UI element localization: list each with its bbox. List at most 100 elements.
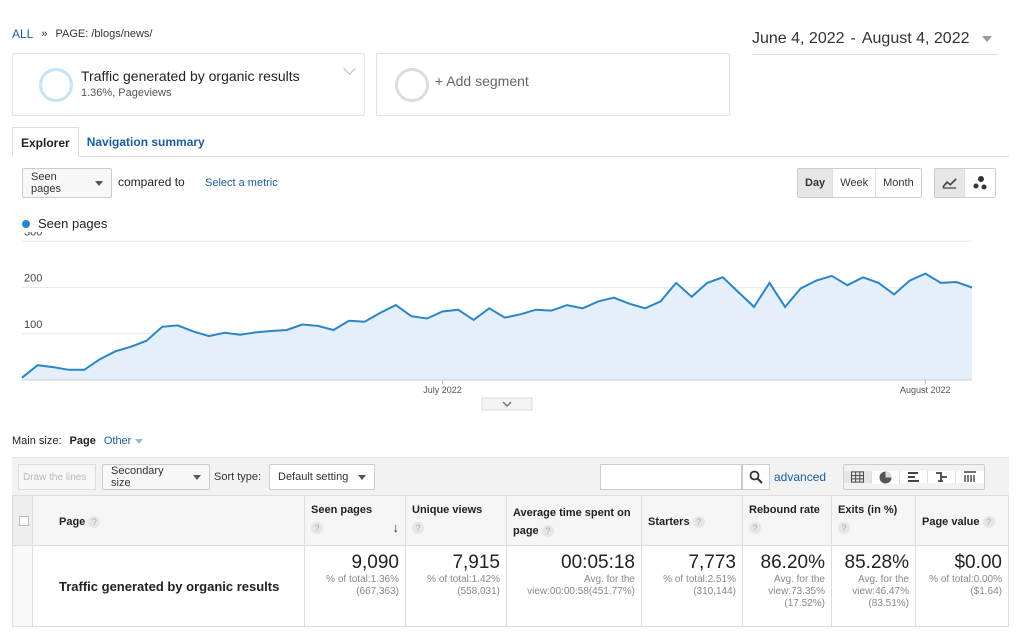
column-header-page-label: Page <box>59 516 86 528</box>
pivot-icon[interactable] <box>956 471 984 483</box>
chevron-down-icon <box>95 180 103 186</box>
cell-exits: 85.28% Avg. for the view:46.47% (83.51%) <box>832 546 916 626</box>
compared-to-label: compared to <box>118 175 185 189</box>
cell-exits-value: 85.28% <box>844 552 909 573</box>
cell-seen-pages: 9,090 % of total:1.36% (667,363) <box>305 546 406 626</box>
column-header-page-value[interactable]: Page value ? <box>916 496 1008 546</box>
secondary-size-label: Secondary size <box>111 465 164 489</box>
table-grid-icon[interactable] <box>844 471 872 483</box>
cell-page-value-total: % of total:0.00% <box>929 574 1002 585</box>
column-header-exits-label: Exits (in %) <box>838 504 898 516</box>
legend-label: Seen pages <box>38 216 108 231</box>
add-segment-button[interactable]: + Add segment <box>376 53 730 116</box>
x-tick-label: July 2022 <box>423 385 462 395</box>
search-icon[interactable] <box>742 464 770 490</box>
column-header-avg-time[interactable]: Average time spent on page ? <box>507 496 642 546</box>
pie-chart-icon[interactable] <box>872 470 900 484</box>
cell-avg-time-value: 00:05:18 <box>561 552 635 573</box>
date-dash: - <box>850 30 856 47</box>
sort-type-value: Default setting <box>278 471 349 483</box>
seen-pages-chart: 100 200 300 July 2022 August 2022 <box>21 232 973 411</box>
view-tabs: Explorer Navigation summary <box>12 127 1009 157</box>
cell-rebound-value: 86.20% <box>760 552 825 573</box>
chart-legend: Seen pages <box>22 216 107 231</box>
cell-seen-total-count: (667,363) <box>356 586 399 597</box>
chart-resize-handle[interactable] <box>481 397 533 411</box>
cell-unique-total-count: (558,031) <box>457 586 500 597</box>
select-all-checkbox-column <box>13 496 33 546</box>
cell-page-value-total-count: ($1.64) <box>970 586 1002 597</box>
cell-unique-views: 7,915 % of total:1.42% (558,031) <box>406 546 507 626</box>
metric-select-value: Seen pages <box>31 171 61 195</box>
column-header-seen-pages[interactable]: Seen pages ↓ ? <box>305 496 406 546</box>
segment-title: Traffic generated by organic results <box>81 68 300 84</box>
motion-chart-icon[interactable] <box>965 169 995 197</box>
x-tick-label: August 2022 <box>900 385 951 395</box>
tab-explorer[interactable]: Explorer <box>12 127 79 157</box>
segment-card-organic[interactable]: Traffic generated by organic results 1.3… <box>12 53 365 116</box>
help-icon[interactable]: ? <box>982 516 995 528</box>
cell-unique-value: 7,915 <box>452 552 500 573</box>
date-start: June 4, 2022 <box>752 30 845 47</box>
chevron-down-icon <box>193 474 201 480</box>
chevron-down-icon <box>981 36 992 42</box>
help-icon[interactable]: ? <box>749 522 761 534</box>
granularity-week-button[interactable]: Week <box>833 169 877 197</box>
tab-navigation-summary[interactable]: Navigation summary <box>86 135 205 149</box>
cell-exits-label: Avg. for the <box>858 574 909 585</box>
help-icon[interactable]: ? <box>541 525 554 537</box>
main-size-other[interactable]: Other <box>103 435 132 447</box>
granularity-month-button[interactable]: Month <box>876 169 921 197</box>
sort-type-select[interactable]: Default setting <box>269 464 375 490</box>
breadcrumb-separator: » <box>41 28 48 40</box>
breadcrumb-all-link[interactable]: ALL <box>12 27 34 41</box>
granularity-buttons: Day Week Month <box>797 168 922 198</box>
sort-type-label: Sort type: <box>214 471 262 483</box>
cell-starters-total-count: (310,144) <box>693 586 736 597</box>
column-header-starters[interactable]: Starters ? <box>642 496 743 546</box>
chart-area <box>22 273 972 380</box>
column-header-starters-label: Starters <box>648 516 690 528</box>
cell-seen-value: 9,090 <box>351 552 399 573</box>
column-header-unique-views[interactable]: Unique views ? <box>406 496 507 546</box>
column-header-page[interactable]: Page ? <box>33 496 305 546</box>
select-metric-link[interactable]: Select a metric <box>205 177 278 189</box>
cell-rebound-view: view:73.35% <box>768 586 825 597</box>
help-icon[interactable]: ? <box>692 516 705 528</box>
chevron-down-icon[interactable] <box>343 62 356 75</box>
main-size-value[interactable]: Page <box>69 435 96 447</box>
secondary-size-select[interactable]: Secondary size <box>102 464 210 490</box>
column-header-exits[interactable]: Exits (in %) ? <box>832 496 916 546</box>
line-chart-icon[interactable] <box>935 169 965 197</box>
segment-subtitle: 1.36%, Pageviews <box>81 87 172 99</box>
cell-starters-value: 7,773 <box>688 552 736 573</box>
cell-seen-total: % of total:1.36% <box>326 574 399 585</box>
cell-exits-view: view:46.47% <box>852 586 909 597</box>
breadcrumb-page: PAGE: /blogs/news/ <box>55 28 153 40</box>
granularity-day-button[interactable]: Day <box>798 169 834 197</box>
chevron-down-icon <box>502 401 512 408</box>
draw-lines-button[interactable]: Draw the lines <box>18 464 96 490</box>
bar-list-icon[interactable] <box>900 471 928 483</box>
cell-rebound-label: Avg. for the <box>774 574 825 585</box>
cell-starters-total: % of total:2.51% <box>663 574 736 585</box>
comparison-icon[interactable] <box>928 471 956 483</box>
select-all-checkbox[interactable] <box>19 516 29 526</box>
table-search-input[interactable] <box>600 464 742 490</box>
row-name[interactable]: Traffic generated by organic results <box>33 546 305 626</box>
cell-rebound-delta: (17.52%) <box>784 598 825 609</box>
table-view-buttons <box>843 464 985 490</box>
column-header-page-value-label: Page value <box>922 516 980 528</box>
help-icon[interactable]: ? <box>88 516 101 528</box>
cell-starters: 7,773 % of total:2.51% (310,144) <box>642 546 743 626</box>
help-icon[interactable]: ? <box>412 522 424 534</box>
chevron-down-icon <box>135 438 144 444</box>
help-icon[interactable]: ? <box>311 522 323 534</box>
date-range-picker[interactable]: June 4, 2022 - August 4, 2022 <box>752 30 998 55</box>
add-segment-label: + Add segment <box>435 73 529 89</box>
column-header-rebound-rate[interactable]: Rebound rate ? <box>743 496 832 546</box>
help-icon[interactable]: ? <box>838 522 850 534</box>
metric-select[interactable]: Seen pages <box>22 168 112 198</box>
main-size-label: Main size: <box>12 435 62 447</box>
advanced-link[interactable]: advanced <box>774 470 827 484</box>
